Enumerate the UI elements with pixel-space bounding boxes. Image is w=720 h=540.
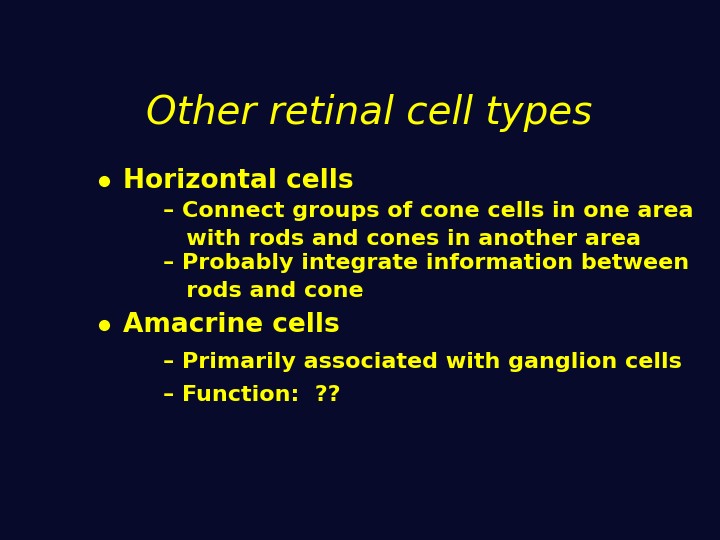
Text: – Probably integrate information between: – Probably integrate information between [163,253,688,273]
Text: with rods and cones in another area: with rods and cones in another area [163,229,641,249]
Text: – Primarily associated with ganglion cells: – Primarily associated with ganglion cel… [163,352,681,372]
Text: – Connect groups of cone cells in one area: – Connect groups of cone cells in one ar… [163,201,693,221]
Text: Other retinal cell types: Other retinal cell types [146,93,592,132]
Text: – Function:  ??: – Function: ?? [163,386,340,406]
Text: rods and cone: rods and cone [163,281,363,301]
Text: Amacrine cells: Amacrine cells [124,312,341,338]
Text: Horizontal cells: Horizontal cells [124,168,354,194]
